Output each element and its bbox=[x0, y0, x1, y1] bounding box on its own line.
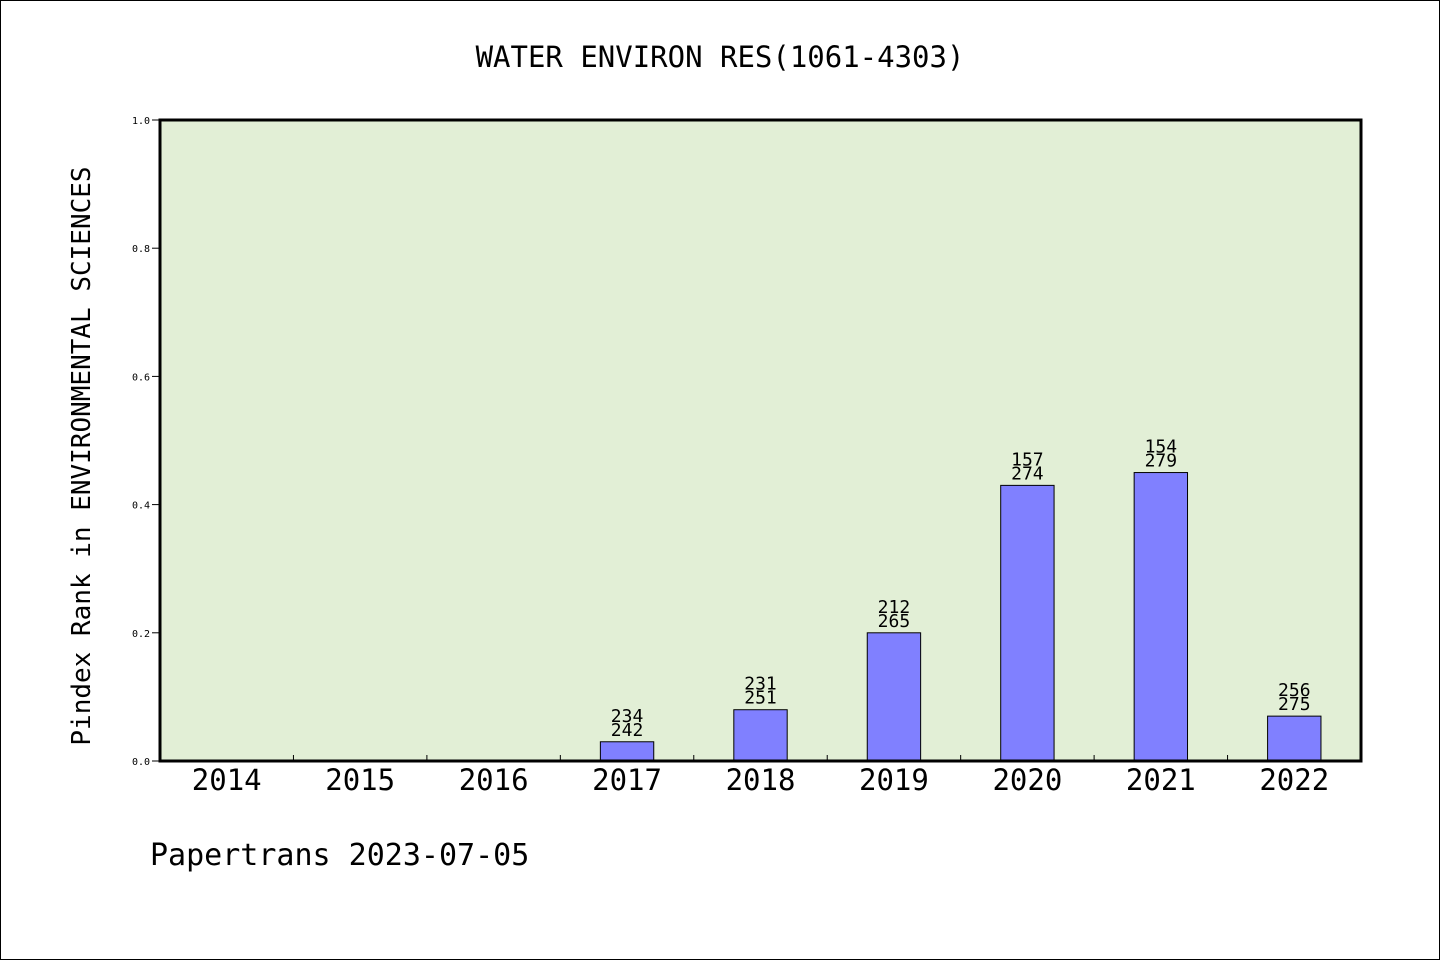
bar-label-bottom-2022: 275 bbox=[1278, 694, 1311, 715]
bar-label-bottom-2018: 251 bbox=[744, 688, 777, 709]
y-tick-label: 0.8 bbox=[132, 244, 150, 255]
y-tick-label: 0.0 bbox=[132, 757, 150, 768]
x-tick-label-2014: 2014 bbox=[192, 763, 262, 797]
bar-2020 bbox=[1000, 484, 1055, 762]
bar-label-top-2018: 231 bbox=[744, 674, 777, 695]
bar-label-bottom-2017: 242 bbox=[611, 720, 644, 741]
y-tick-label: 0.4 bbox=[132, 501, 150, 512]
bar-2018 bbox=[733, 709, 788, 762]
x-tick-label-2021: 2021 bbox=[1126, 763, 1196, 797]
bar-label-bottom-2019: 265 bbox=[878, 611, 911, 632]
x-tick-label-2022: 2022 bbox=[1259, 763, 1329, 797]
x-tick-label-2017: 2017 bbox=[592, 763, 662, 797]
bar-label-top-2019: 212 bbox=[878, 597, 911, 618]
bar-label-bottom-2020: 274 bbox=[1011, 463, 1044, 484]
x-tick-label-2015: 2015 bbox=[325, 763, 395, 797]
bars-layer bbox=[599, 472, 1322, 762]
bar-2022 bbox=[1267, 715, 1322, 762]
y-tick-label: 1.0 bbox=[132, 116, 150, 127]
bar-2017 bbox=[599, 741, 655, 762]
bar-label-top-2020: 157 bbox=[1011, 449, 1044, 470]
x-tick-label-2018: 2018 bbox=[726, 763, 796, 797]
bar-label-top-2022: 256 bbox=[1278, 680, 1311, 701]
y-tick-label: 0.2 bbox=[132, 629, 150, 640]
plot-frame bbox=[158, 118, 1363, 763]
bar-label-bottom-2021: 279 bbox=[1145, 451, 1178, 472]
footer-credit: Papertrans 2023-07-05 bbox=[150, 838, 529, 873]
bar-label-top-2021: 154 bbox=[1145, 437, 1178, 458]
y-axis: 0.0 0.2 0.4 0.6 0.8 1.0 bbox=[132, 116, 160, 768]
x-axis: 2014 2015 2016 2017 2018 2019 2020 2021 2022 bbox=[192, 755, 1329, 797]
chart-title: WATER ENVIRON RES(1061-4303) bbox=[476, 40, 965, 74]
y-tick-label: 0.6 bbox=[132, 372, 150, 383]
x-tick-label-2020: 2020 bbox=[992, 763, 1062, 797]
x-tick-label-2016: 2016 bbox=[459, 763, 529, 797]
bar-2019 bbox=[866, 632, 922, 762]
bar-label-top-2017: 234 bbox=[611, 706, 644, 727]
y-axis-label: Pindex Rank in ENVIRONMENTAL SCIENCES bbox=[67, 166, 97, 745]
x-tick-label-2019: 2019 bbox=[859, 763, 929, 797]
bar-2021 bbox=[1133, 472, 1189, 762]
